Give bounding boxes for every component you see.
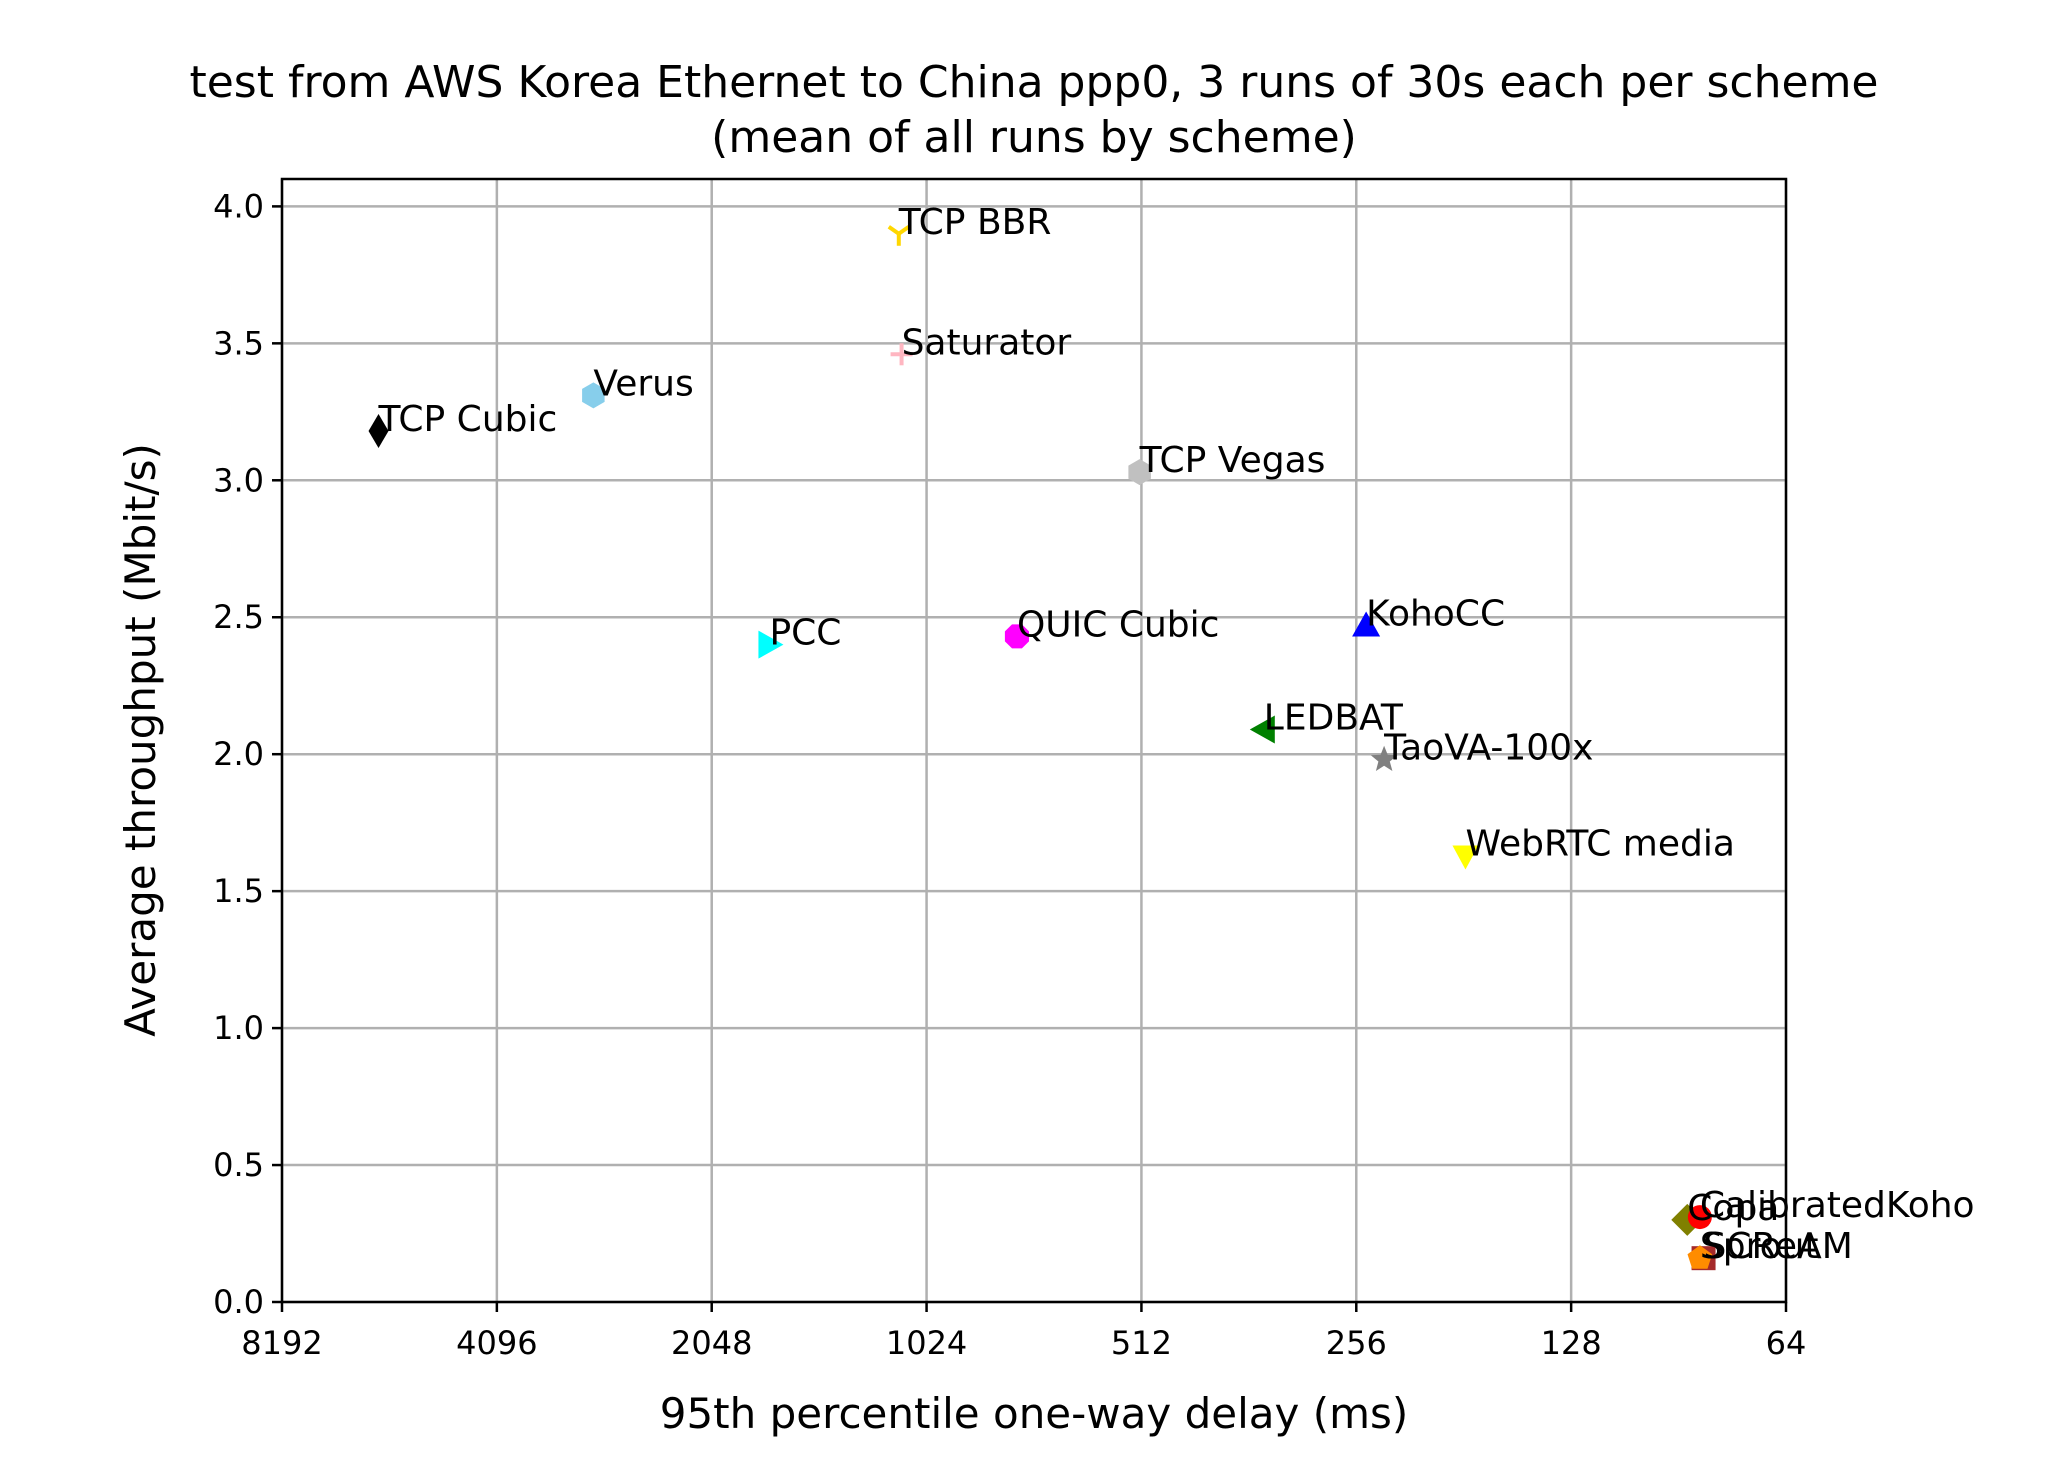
point-calibratedkoho-label: CalibratedKoho xyxy=(1700,1185,1975,1226)
x-tick-label: 128 xyxy=(1541,1324,1602,1362)
grid-lines xyxy=(280,179,1788,1304)
point-tcp-vegas xyxy=(1128,459,1151,486)
y-tick-label: 1.0 xyxy=(213,1009,264,1047)
chart-title: test from AWS Korea Ethernet to China pp… xyxy=(189,57,1878,108)
y-axis-ticks: 0.0 0.5 1.0 1.5 2.0 2.5 3.0 3.5 4.0 xyxy=(213,187,282,1321)
y-tick-label: 0.5 xyxy=(213,1146,264,1184)
y-tick-label: 2.0 xyxy=(213,735,264,773)
point-taova-100x xyxy=(1370,745,1398,771)
x-tick-label: 8192 xyxy=(241,1324,322,1362)
point-scream-label: SCReAM xyxy=(1704,1226,1853,1267)
point-sprout-label: Sprout xyxy=(1700,1226,1819,1267)
x-tick-label: 2048 xyxy=(671,1324,752,1362)
chart-subtitle: (mean of all runs by scheme) xyxy=(711,112,1357,163)
point-kohocc-label: KohoCC xyxy=(1366,593,1505,634)
y-tick-label: 3.5 xyxy=(213,324,264,362)
point-webrtc-media xyxy=(1452,845,1479,870)
point-verus xyxy=(582,382,605,409)
x-axis-label: 95th percentile one-way delay (ms) xyxy=(660,1389,1409,1438)
point-tcp-vegas-label: TCP Vegas xyxy=(1139,440,1326,481)
y-tick-label: 1.5 xyxy=(213,872,264,910)
data-points xyxy=(368,225,1716,1271)
point-tcp-bbr xyxy=(887,225,910,246)
point-verus-label: Verus xyxy=(593,363,693,404)
x-tick-label: 1024 xyxy=(886,1324,967,1362)
point-labels: TCP BBR Saturator Verus TCP Cubic TCP Vegas K… xyxy=(378,202,1975,1267)
point-tcp-cubic xyxy=(368,413,389,448)
y-axis-label: Average throughput (Mbit/s) xyxy=(116,443,165,1037)
x-tick-label: 4096 xyxy=(456,1324,537,1362)
x-axis-ticks: 8192 4096 2048 1024 512 256 128 64 xyxy=(241,1302,1806,1362)
point-webrtc-media-label: WebRTC media xyxy=(1465,824,1734,865)
y-tick-label: 0.0 xyxy=(213,1283,264,1321)
point-pcc-label: PCC xyxy=(769,613,841,654)
point-taova-100x-label: TaoVA-100x xyxy=(1383,728,1593,769)
y-tick-label: 4.0 xyxy=(213,187,264,225)
point-sprout xyxy=(1687,1245,1713,1269)
y-tick-label: 3.0 xyxy=(213,461,264,499)
point-copa-label: Copa xyxy=(1687,1188,1779,1229)
point-ledbat xyxy=(1249,715,1275,744)
x-tick-label: 256 xyxy=(1326,1324,1387,1362)
point-kohocc xyxy=(1352,611,1381,637)
point-ledbat-label: LEDBAT xyxy=(1264,698,1404,739)
point-saturator xyxy=(890,343,913,366)
point-tcp-cubic-label: TCP Cubic xyxy=(378,399,558,440)
y-tick-label: 2.5 xyxy=(213,598,264,636)
point-calibratedkoho xyxy=(1687,1205,1712,1230)
plot-frame xyxy=(280,177,1788,1304)
point-pcc xyxy=(758,630,784,659)
point-quic-cubic-label: QUIC Cubic xyxy=(1017,604,1219,645)
point-saturator-label: Saturator xyxy=(902,322,1072,363)
point-quic-cubic xyxy=(1004,624,1029,649)
point-tcp-bbr-label: TCP BBR xyxy=(898,202,1052,243)
x-tick-label: 64 xyxy=(1766,1324,1807,1362)
x-tick-label: 512 xyxy=(1111,1324,1172,1362)
